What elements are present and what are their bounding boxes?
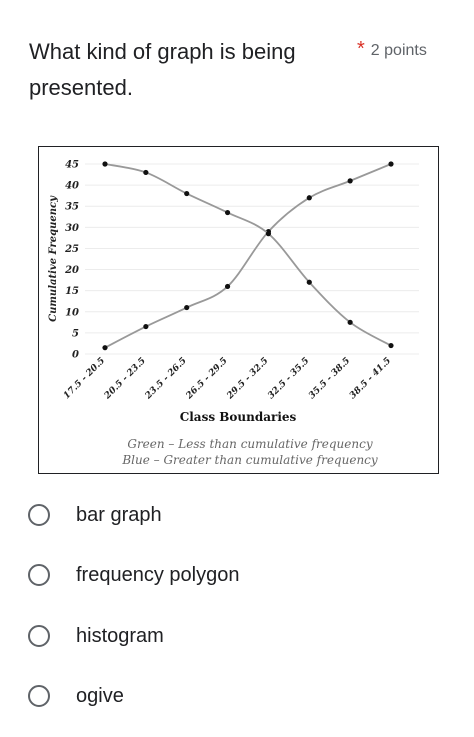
required-asterisk: * <box>357 38 365 60</box>
y-tick-label: 30 <box>65 223 79 234</box>
y-tick-label: 5 <box>72 328 79 339</box>
x-tick-label: 20.5 - 23.5 <box>102 356 148 402</box>
option-label: frequency polygon <box>76 563 240 586</box>
x-tick-label: 26.5 - 29.5 <box>184 356 230 402</box>
data-point <box>184 304 190 311</box>
option-histogram[interactable]: histogram <box>28 613 164 659</box>
x-tick-label: 38.5 - 41.5 <box>348 356 393 401</box>
x-axis-title: Class Boundaries <box>180 410 297 424</box>
y-tick-label: 45 <box>65 160 79 171</box>
y-tick-label: 10 <box>65 307 79 318</box>
points-value: 2 points <box>370 42 427 59</box>
data-point <box>102 161 108 167</box>
data-point <box>143 323 149 330</box>
x-tick-label: 23.5 - 26.5 <box>143 356 189 402</box>
ogive-chart: 0 5 10 15 20 25 30 35 40 45 Cumulative Frequency 17… <box>48 160 419 467</box>
data-point <box>143 169 149 176</box>
data-point <box>265 231 272 237</box>
series-line-less-than <box>104 163 392 349</box>
option-ogive[interactable]: ogive <box>28 673 124 719</box>
data-point <box>306 279 312 285</box>
radio-circle-icon[interactable] <box>28 685 50 707</box>
question-image: 0 5 10 15 20 25 30 35 40 45 Cumulative Frequency 17… <box>38 146 439 474</box>
data-point <box>102 345 108 351</box>
data-point <box>388 161 394 167</box>
question-text: What kind of graph is being presented. <box>29 39 296 100</box>
y-tick-label: 0 <box>72 350 79 361</box>
data-point <box>347 319 353 325</box>
y-tick-label: 25 <box>64 244 79 255</box>
x-tick-label: 17.5 - 20.5 <box>62 356 107 401</box>
y-tick-label: 35 <box>65 202 79 213</box>
radio-circle-icon[interactable] <box>28 564 50 586</box>
legend-less-than: Green – Less than cumulative frequency <box>127 437 372 451</box>
series-line-greater-than <box>104 163 392 347</box>
radio-circle-icon[interactable] <box>28 504 50 526</box>
y-axis-title: Cumulative Frequency <box>48 195 59 322</box>
option-label: ogive <box>76 684 124 707</box>
data-point <box>306 195 312 201</box>
data-point <box>347 178 353 184</box>
x-tick-label: 35.5 - 38.5 <box>307 356 352 401</box>
option-label: bar graph <box>76 503 162 526</box>
option-bar-graph[interactable]: bar graph <box>28 492 162 538</box>
points-label: * 2 points <box>357 38 427 61</box>
y-tick-label: 40 <box>65 181 79 192</box>
y-tick-label: 20 <box>64 265 79 276</box>
x-tick-label: 29.5 - 32.5 <box>225 356 271 402</box>
radio-circle-icon[interactable] <box>28 625 50 647</box>
data-point <box>224 209 231 216</box>
x-tick-label: 32.5 - 35.5 <box>266 356 311 401</box>
data-point <box>224 283 231 290</box>
data-point <box>184 190 190 197</box>
option-label: histogram <box>76 624 164 647</box>
data-point <box>388 342 394 349</box>
y-tick-label: 15 <box>65 286 79 297</box>
option-frequency-polygon[interactable]: frequency polygon <box>28 552 239 598</box>
legend-greater-than: Blue – Greater than cumulative frequency <box>121 453 378 467</box>
